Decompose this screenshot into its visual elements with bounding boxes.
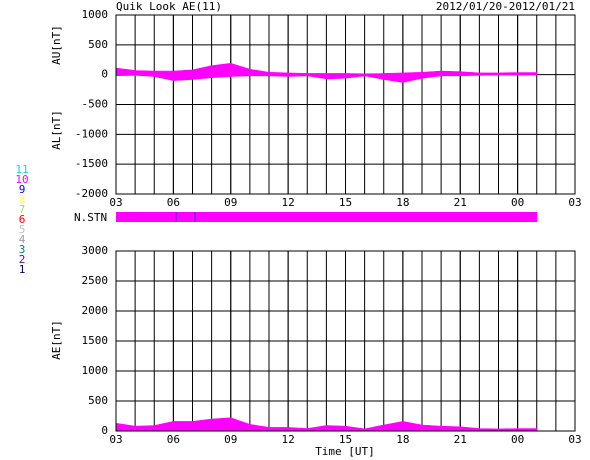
x-tick-label: 12 (282, 196, 295, 209)
area (115, 63, 538, 75)
station-legend-label: 6 (19, 213, 26, 226)
station-bar-label: N.STN (74, 211, 107, 224)
x-tick-label: 00 (511, 196, 524, 209)
station-legend-label: 1 (19, 263, 26, 276)
y-tick-label: 0 (101, 68, 108, 81)
y-tick-label: 1000 (82, 8, 109, 21)
x-tick-label: 15 (339, 196, 352, 209)
x-axis-label: Time [UT] (315, 445, 375, 458)
x-tick-label: 09 (224, 433, 237, 446)
station-legend-label: 3 (19, 243, 26, 256)
x-tick-label: 18 (396, 196, 409, 209)
x-tick-label: 03 (568, 433, 581, 446)
x-tick-label: 21 (454, 433, 467, 446)
y-tick-label: 3000 (82, 244, 109, 257)
y-tick-label: 1500 (82, 334, 109, 347)
au-axis-label: AU[nT] (50, 25, 63, 65)
station-legend-label: 11 (15, 163, 28, 176)
chart-subtitle: 2012/01/20-2012/01/21 (436, 0, 575, 13)
chart-title: Quik Look AE(11) (116, 0, 222, 13)
x-tick-label: 00 (511, 433, 524, 446)
x-tick-label: 03 (568, 196, 581, 209)
y-tick-label: 500 (88, 394, 108, 407)
ae-axis-label: AE[nT] (50, 320, 63, 360)
y-tick-label: 500 (88, 38, 108, 51)
station-legend-label: 4 (19, 233, 26, 246)
y-tick-label: -1000 (75, 127, 108, 140)
x-tick-label: 21 (454, 196, 467, 209)
y-tick-label: 0 (101, 424, 108, 437)
x-tick-label: 18 (396, 433, 409, 446)
station-legend-label: 9 (19, 183, 26, 196)
y-tick-label: 2500 (82, 274, 109, 287)
x-tick-label: 06 (167, 196, 180, 209)
station-legend-label: 5 (19, 223, 26, 236)
y-tick-label: 1000 (82, 364, 109, 377)
y-tick-label: -1500 (75, 157, 108, 170)
x-tick-label: 09 (224, 196, 237, 209)
x-tick-label: 03 (109, 196, 122, 209)
y-tick-label: 2000 (82, 304, 109, 317)
x-tick-label: 15 (339, 433, 352, 446)
al-axis-label: AL[nT] (50, 110, 63, 150)
x-tick-label: 12 (282, 433, 295, 446)
y-tick-label: -2000 (75, 187, 108, 200)
y-tick-label: -500 (82, 98, 109, 111)
area (115, 417, 538, 432)
plot-frame (115, 250, 576, 432)
station-bar (116, 212, 537, 222)
x-tick-label: 03 (109, 433, 122, 446)
station-legend-label: 7 (19, 203, 26, 216)
station-legend-label: 10 (15, 173, 28, 186)
station-legend-label: 2 (19, 253, 26, 266)
station-legend-label: 8 (19, 193, 26, 206)
area (115, 74, 538, 83)
x-tick-label: 06 (167, 433, 180, 446)
plot-frame (115, 14, 576, 195)
